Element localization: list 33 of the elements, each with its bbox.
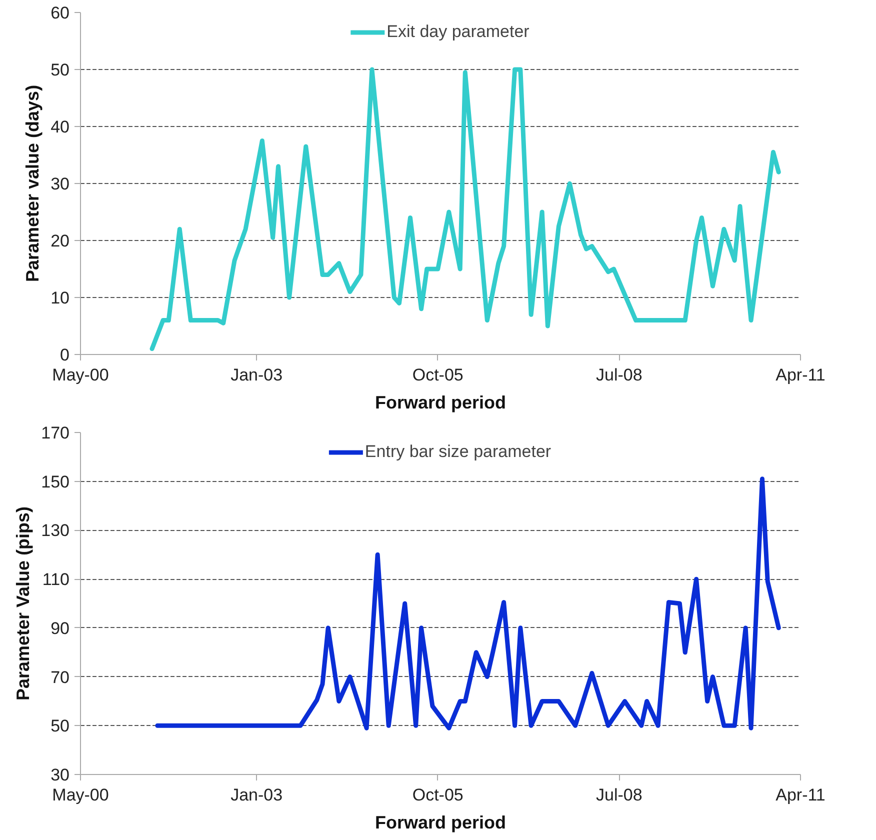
y-tick-label: 20 [50, 232, 70, 250]
x-tick-label: Apr-11 [776, 366, 826, 384]
x-tick-label: Oct-05 [412, 366, 464, 384]
x-tick-label: Apr-11 [776, 786, 826, 804]
legend-label: Exit day parameter [386, 22, 530, 42]
y-tick-label: 130 [41, 521, 70, 540]
y-tick-label: 0 [60, 346, 70, 364]
y-tick-label: 50 [50, 716, 70, 736]
x-tick-label: Oct-05 [412, 786, 464, 804]
x-axis-title: Forward period [374, 392, 506, 412]
line-series [150, 67, 781, 352]
y-tick-label: 110 [42, 570, 70, 590]
y-tick-label: 50 [50, 60, 70, 80]
y-tick-label: 90 [50, 618, 70, 638]
y-tick-label: 150 [41, 472, 70, 492]
line-series [155, 476, 781, 730]
y-tick-label: 30 [50, 766, 70, 784]
y-tick-label: 40 [50, 118, 70, 136]
y-axis-title: Parameter value (days) [22, 84, 43, 282]
x-tick-label: Jan-03 [230, 366, 283, 384]
y-tick-label: 170 [41, 424, 70, 442]
x-tick-label: Jul-08 [596, 786, 642, 804]
y-tick-label: 10 [50, 288, 70, 308]
x-tick-label: Jul-08 [596, 366, 642, 384]
x-axis-title: Forward period [374, 812, 506, 832]
x-tick-label: Jan-03 [230, 786, 283, 804]
x-tick-label: May-00 [52, 366, 109, 384]
y-tick-label: 60 [50, 4, 70, 22]
y-axis-title: Parameter Value (pips) [13, 506, 34, 701]
x-tick-label: May-00 [52, 786, 109, 804]
y-tick-label: 30 [50, 174, 70, 194]
legend-label: Entry bar size parameter [364, 442, 552, 462]
y-tick-label: 70 [50, 668, 70, 687]
